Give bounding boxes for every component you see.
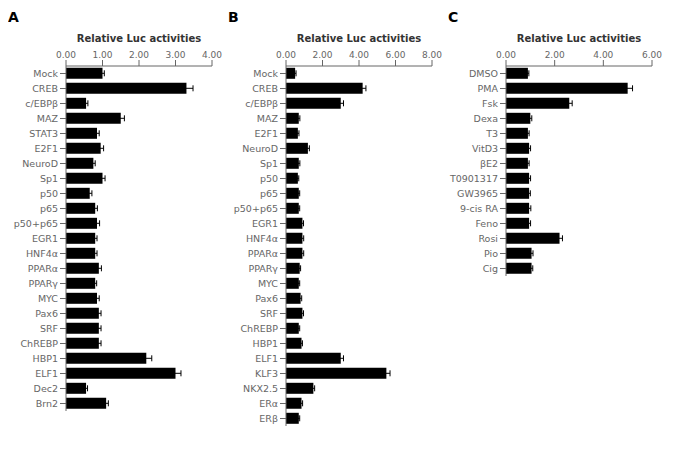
svg-text:ChREBP: ChREBP xyxy=(240,323,278,334)
svg-text:Rosi: Rosi xyxy=(478,233,498,244)
svg-text:MYC: MYC xyxy=(38,293,58,304)
svg-text:Cig: Cig xyxy=(483,263,498,274)
html-text:C: C xyxy=(448,9,459,25)
svg-text:Pax6: Pax6 xyxy=(35,308,58,319)
svg-text:NeuroD: NeuroD xyxy=(22,158,58,169)
svg-text:E2F1: E2F1 xyxy=(254,128,278,139)
svg-text:NKX2.5: NKX2.5 xyxy=(243,383,278,394)
svg-text:0.00: 0.00 xyxy=(496,50,516,60)
svg-text:HNF4α: HNF4α xyxy=(26,248,58,259)
svg-text:T3: T3 xyxy=(485,128,498,139)
svg-text:βE2: βE2 xyxy=(480,158,498,169)
svg-text:HBP1: HBP1 xyxy=(253,338,278,349)
svg-text:p65: p65 xyxy=(260,188,278,199)
svg-text:Dexa: Dexa xyxy=(474,113,498,124)
svg-text:Dec2: Dec2 xyxy=(34,383,58,394)
svg-text:9-cis RA: 9-cis RA xyxy=(460,203,499,214)
svg-text:p50: p50 xyxy=(260,173,278,184)
svg-text:T0901317: T0901317 xyxy=(449,173,498,184)
svg-text:2.00: 2.00 xyxy=(312,50,332,60)
svg-text:DMSO: DMSO xyxy=(469,68,498,79)
svg-text:ELF1: ELF1 xyxy=(35,368,58,379)
svg-text:0.00: 0.00 xyxy=(276,50,296,60)
svg-text:PPARγ: PPARγ xyxy=(248,263,278,274)
svg-text:6.00: 6.00 xyxy=(642,50,662,60)
svg-text:ELF1: ELF1 xyxy=(255,353,278,364)
svg-text:Sp1: Sp1 xyxy=(40,173,58,184)
svg-text:E2F1: E2F1 xyxy=(34,143,58,154)
svg-text:PMA: PMA xyxy=(478,83,499,94)
svg-text:Pio: Pio xyxy=(484,248,498,259)
svg-text:NeuroD: NeuroD xyxy=(242,143,278,154)
svg-text:Brn2: Brn2 xyxy=(36,398,58,409)
svg-text:ERβ: ERβ xyxy=(259,413,278,424)
svg-text:c/EBPβ: c/EBPβ xyxy=(25,98,58,109)
svg-text:PPARα: PPARα xyxy=(28,263,58,274)
svg-text:Pax6: Pax6 xyxy=(255,293,278,304)
svg-text:EGR1: EGR1 xyxy=(32,233,58,244)
svg-text:MYC: MYC xyxy=(258,278,278,289)
svg-text:0.00: 0.00 xyxy=(56,50,76,60)
svg-text:HBP1: HBP1 xyxy=(33,353,58,364)
svg-text:CREB: CREB xyxy=(252,83,278,94)
svg-text:Relative Luc activities: Relative Luc activities xyxy=(517,33,641,44)
svg-text:HNF4α: HNF4α xyxy=(246,233,278,244)
svg-text:4.00: 4.00 xyxy=(202,50,222,60)
svg-text:PPARγ: PPARγ xyxy=(28,278,58,289)
svg-text:2.00: 2.00 xyxy=(129,50,149,60)
svg-text:4.00: 4.00 xyxy=(349,50,369,60)
svg-text:8.00: 8.00 xyxy=(422,50,442,60)
svg-text:EGR1: EGR1 xyxy=(252,218,278,229)
svg-text:Mock: Mock xyxy=(253,68,278,79)
svg-text:MAZ: MAZ xyxy=(257,113,279,124)
svg-text:3.00: 3.00 xyxy=(165,50,185,60)
svg-text:Relative Luc activities: Relative Luc activities xyxy=(297,33,421,44)
svg-text:MAZ: MAZ xyxy=(37,113,59,124)
svg-text:2.00: 2.00 xyxy=(545,50,565,60)
svg-text:KLF3: KLF3 xyxy=(255,368,278,379)
svg-text:1.00: 1.00 xyxy=(92,50,112,60)
svg-text:6.00: 6.00 xyxy=(385,50,405,60)
svg-text:Relative Luc activities: Relative Luc activities xyxy=(77,33,201,44)
svg-text:SRF: SRF xyxy=(40,323,58,334)
svg-text:p50: p50 xyxy=(40,188,58,199)
svg-text:ChREBP: ChREBP xyxy=(20,338,58,349)
svg-text:GW3965: GW3965 xyxy=(457,188,498,199)
svg-text:STAT3: STAT3 xyxy=(29,128,58,139)
svg-text:Feno: Feno xyxy=(475,218,498,229)
svg-text:p50+p65: p50+p65 xyxy=(14,218,58,229)
svg-text:p65: p65 xyxy=(40,203,58,214)
svg-text:PPARα: PPARα xyxy=(248,248,278,259)
html-text:A: A xyxy=(8,9,19,25)
svg-text:4.00: 4.00 xyxy=(593,50,613,60)
svg-text:Sp1: Sp1 xyxy=(260,158,278,169)
svg-text:p50+p65: p50+p65 xyxy=(234,203,278,214)
svg-text:VitD3: VitD3 xyxy=(472,143,498,154)
svg-text:c/EBPβ: c/EBPβ xyxy=(245,98,278,109)
html-text:B: B xyxy=(228,9,239,25)
svg-text:ERα: ERα xyxy=(259,398,278,409)
svg-text:Mock: Mock xyxy=(33,68,58,79)
svg-text:CREB: CREB xyxy=(32,83,58,94)
svg-text:SRF: SRF xyxy=(260,308,278,319)
svg-text:Fsk: Fsk xyxy=(482,98,498,109)
